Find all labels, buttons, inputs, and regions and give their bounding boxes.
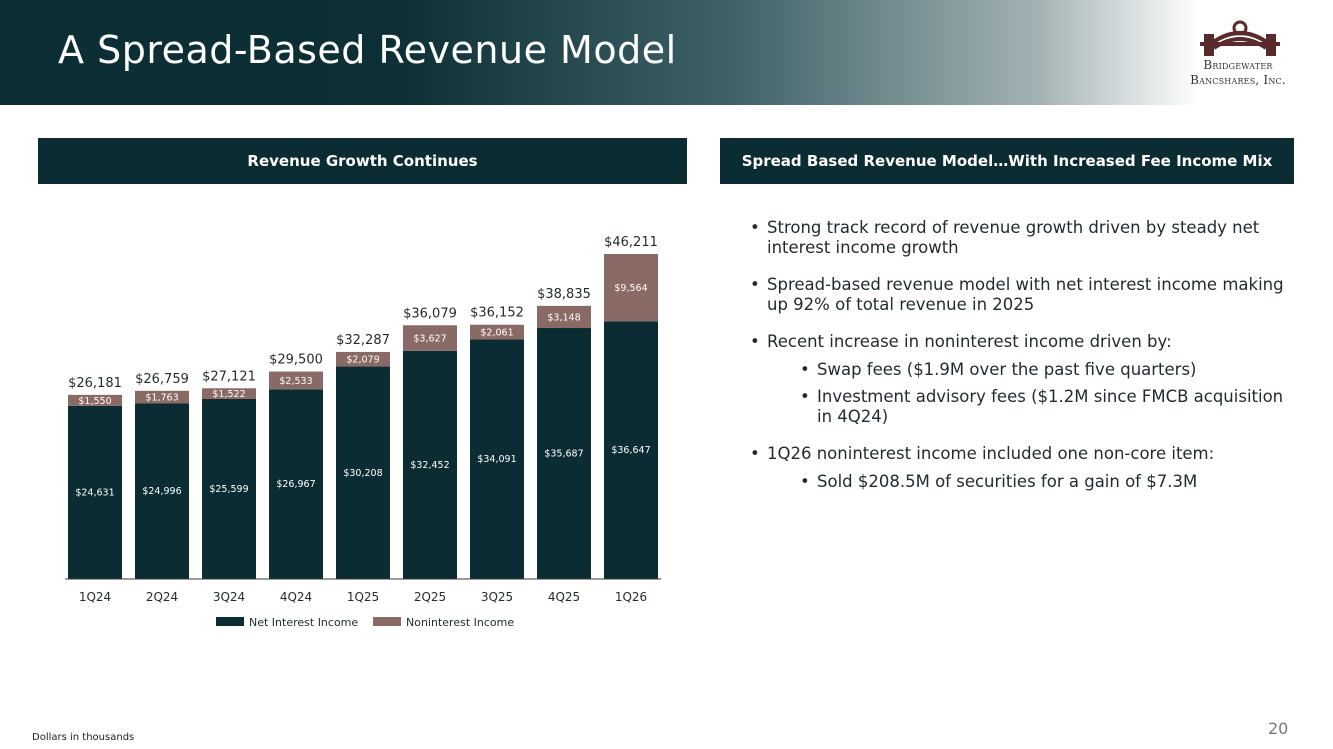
total-label: $26,181 — [68, 376, 122, 391]
data-label-noninterest: $9,564 — [614, 283, 647, 294]
data-label-net-interest: $36,647 — [611, 445, 650, 456]
bar-net-interest — [202, 398, 256, 579]
bar-net-interest — [68, 405, 122, 579]
data-label-net-interest: $34,091 — [477, 454, 516, 465]
sub-bullet-group: Sold $208.5M of securities for a gain of… — [748, 472, 1288, 492]
x-tick-label: 4Q24 — [280, 590, 312, 604]
bar-net-interest — [269, 389, 323, 579]
data-label-noninterest: $1,522 — [212, 389, 245, 400]
data-label-noninterest: $2,533 — [279, 376, 312, 387]
total-label: $32,287 — [336, 333, 390, 348]
company-logo-icon — [1200, 20, 1280, 56]
header-banner — [0, 0, 1333, 105]
right-panel-heading: Spread Based Revenue Model…With Increase… — [720, 138, 1294, 184]
bar-noninterest — [403, 325, 457, 351]
bar-net-interest — [537, 328, 591, 579]
data-label-net-interest: $26,967 — [276, 479, 315, 490]
data-label-noninterest: $3,627 — [413, 334, 446, 345]
page-title: A Spread-Based Revenue Model — [58, 28, 677, 72]
data-label-noninterest: $2,061 — [480, 327, 513, 338]
footnote: Dollars in thousands — [32, 732, 135, 743]
logo-wordmark: Bridgewater Bancshares, Inc. — [1172, 58, 1304, 88]
bullet-item: Spread-based revenue model with net inte… — [748, 275, 1288, 315]
sub-bullet-group: Swap fees ($1.9M over the past five quar… — [748, 360, 1288, 427]
bar-noninterest — [604, 254, 658, 322]
data-label-net-interest: $32,452 — [410, 460, 449, 471]
total-label: $46,211 — [604, 235, 658, 250]
total-label: $29,500 — [269, 353, 323, 368]
data-label-noninterest: $1,763 — [145, 393, 178, 404]
bar-net-interest — [403, 350, 457, 579]
data-label-noninterest: $1,550 — [78, 396, 111, 407]
bar-net-interest — [604, 321, 658, 579]
legend-swatch-net-interest — [216, 617, 244, 626]
data-label-net-interest: $24,996 — [142, 486, 181, 497]
left-panel-heading: Revenue Growth Continues — [38, 138, 687, 184]
bar-net-interest — [135, 403, 189, 579]
x-tick-label: 1Q26 — [615, 590, 647, 604]
sub-bullet-item: Sold $208.5M of securities for a gain of… — [748, 472, 1288, 492]
bullet-item: Strong track record of revenue growth dr… — [748, 218, 1288, 258]
x-tick-label: 2Q24 — [146, 590, 178, 604]
bar-noninterest — [470, 324, 524, 340]
bar-noninterest — [537, 305, 591, 329]
total-label: $36,079 — [403, 306, 457, 321]
bullet-list: Strong track record of revenue growth dr… — [748, 218, 1288, 509]
bullet-item: Recent increase in noninterest income dr… — [748, 332, 1288, 352]
bar-noninterest — [269, 371, 323, 390]
x-tick-label: 4Q25 — [548, 590, 580, 604]
x-tick-label: 2Q25 — [414, 590, 446, 604]
logo-line-2: Bancshares, Inc. — [1190, 73, 1286, 87]
bar-net-interest — [336, 366, 390, 579]
logo-line-1: Bridgewater — [1203, 58, 1273, 72]
bar-noninterest — [135, 390, 189, 404]
x-tick-label: 3Q24 — [213, 590, 245, 604]
data-label-net-interest: $30,208 — [343, 468, 382, 479]
data-label-noninterest: $2,079 — [346, 355, 379, 366]
page-number: 20 — [1268, 719, 1289, 738]
total-label: $27,121 — [202, 369, 256, 384]
x-tick-label: 1Q24 — [79, 590, 111, 604]
legend-label-net-interest: Net Interest Income — [249, 616, 358, 629]
total-label: $26,759 — [135, 372, 189, 387]
bar-net-interest — [470, 339, 524, 579]
sub-bullet-item: Swap fees ($1.9M over the past five quar… — [748, 360, 1288, 380]
revenue-chart: $24,631 $1,550 $26,181 1Q24 $24,996 $1,763 $26… — [65, 235, 661, 629]
total-label: $36,152 — [470, 306, 524, 321]
x-tick-label: 3Q25 — [481, 590, 513, 604]
bar-noninterest — [336, 351, 390, 367]
data-label-net-interest: $24,631 — [75, 487, 114, 498]
bullet-item: 1Q26 noninterest income included one non… — [748, 444, 1288, 464]
data-label-net-interest: $35,687 — [544, 449, 583, 460]
total-label: $38,835 — [537, 287, 591, 302]
legend-swatch-noninterest — [373, 617, 401, 626]
data-label-noninterest: $3,148 — [547, 312, 580, 323]
sub-bullet-item: Investment advisory fees ($1.2M since FM… — [748, 387, 1288, 427]
bar-noninterest — [202, 388, 256, 399]
legend-label-noninterest: Noninterest Income — [406, 616, 514, 629]
bar-noninterest — [68, 394, 122, 406]
data-label-net-interest: $25,599 — [209, 484, 248, 495]
x-tick-label: 1Q25 — [347, 590, 379, 604]
